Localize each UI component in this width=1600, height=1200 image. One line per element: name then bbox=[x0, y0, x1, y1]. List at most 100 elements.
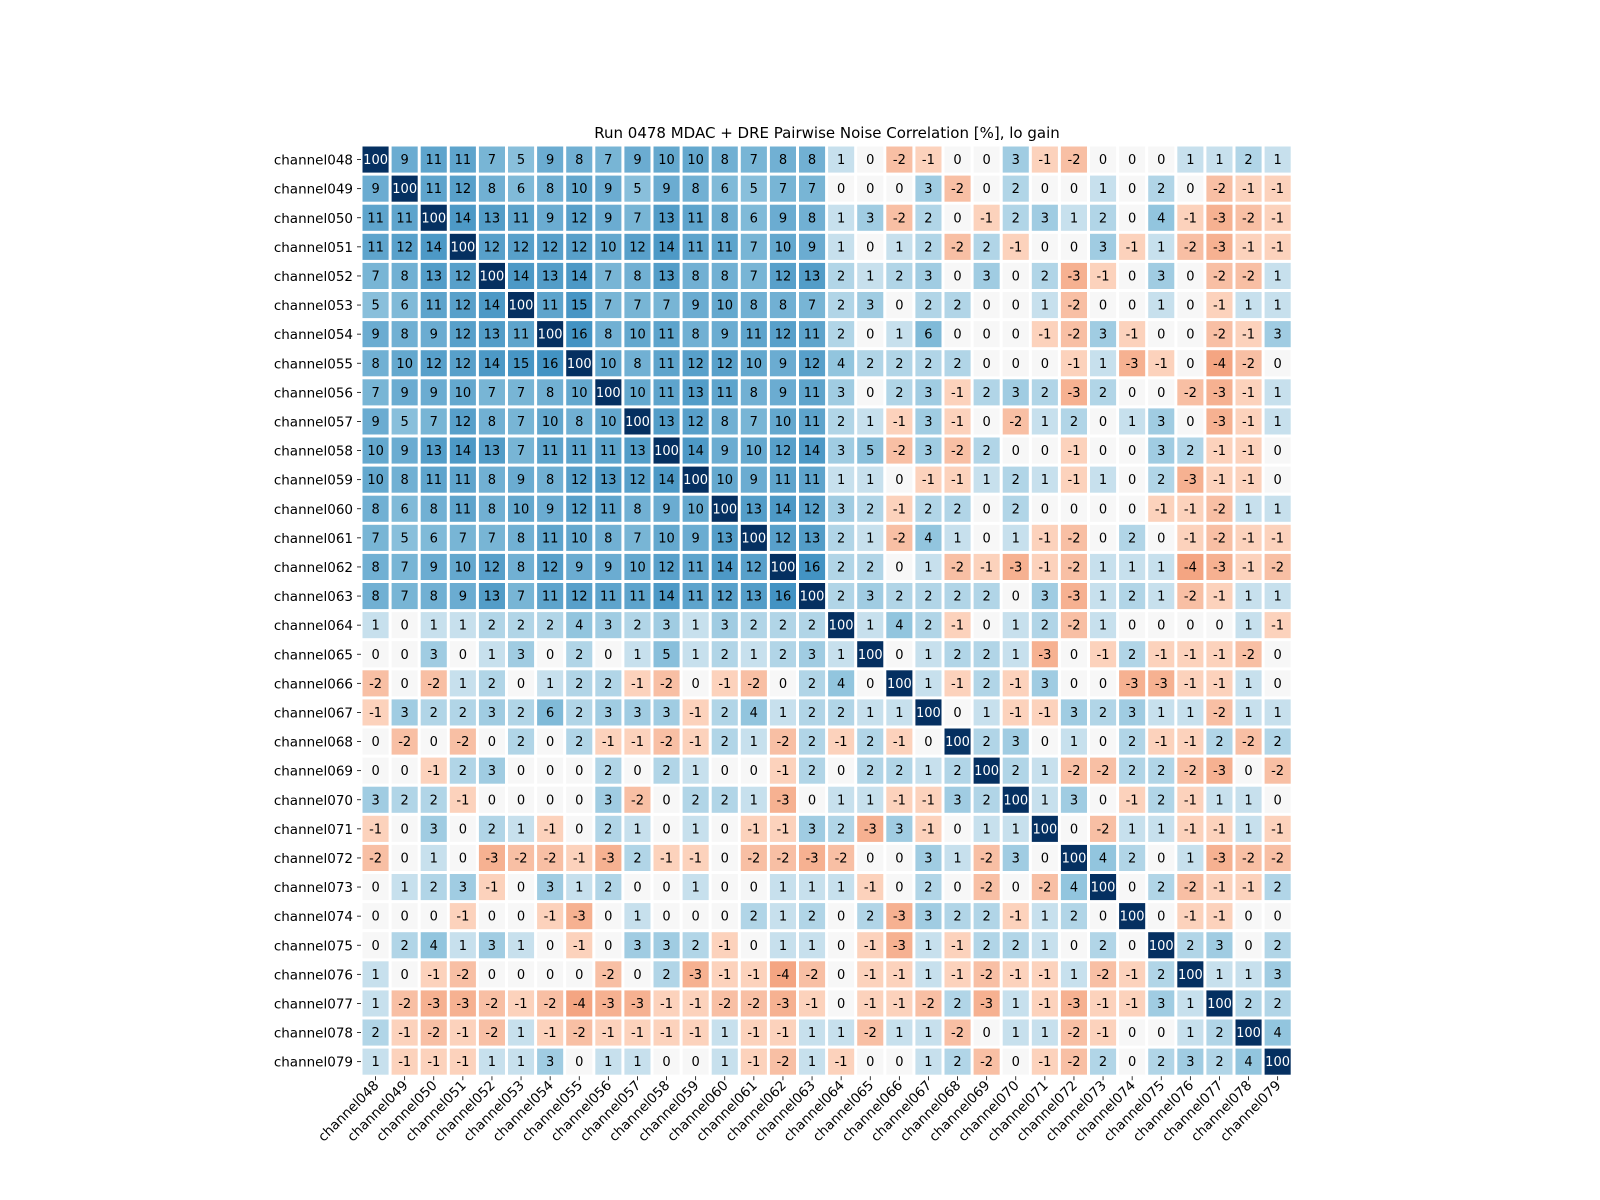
cell-value-label: 1 bbox=[721, 1055, 729, 1070]
heatmap-cell bbox=[508, 844, 535, 871]
cell-value-label: 13 bbox=[687, 386, 704, 401]
cell-value-label: 15 bbox=[513, 357, 530, 372]
heatmap-cell bbox=[799, 495, 826, 522]
heatmap-cell bbox=[537, 262, 564, 289]
heatmap-cell bbox=[944, 1019, 971, 1046]
cell-value-label: 1 bbox=[1157, 299, 1165, 314]
cell-value-label: 2 bbox=[1012, 764, 1020, 779]
cell-value-label: -1 bbox=[1242, 531, 1255, 546]
cell-value-label: -1 bbox=[864, 997, 877, 1012]
cell-value-label: 100 bbox=[858, 648, 883, 663]
heatmap-cell bbox=[653, 1048, 680, 1075]
heatmap-cell bbox=[449, 583, 476, 610]
heatmap-cell bbox=[362, 466, 389, 493]
cell-value-label: 10 bbox=[367, 444, 384, 459]
cell-value-label: 2 bbox=[721, 706, 729, 721]
heatmap-cell bbox=[362, 350, 389, 377]
heatmap-cell bbox=[1264, 495, 1291, 522]
cell-value-label: -1 bbox=[864, 881, 877, 896]
heatmap-cell bbox=[624, 175, 651, 202]
cell-value-label: 1 bbox=[1012, 822, 1020, 837]
heatmap-cell bbox=[508, 321, 535, 348]
heatmap-cell bbox=[1060, 1019, 1087, 1046]
heatmap-cell bbox=[1119, 670, 1146, 697]
cell-value-label: 2 bbox=[1128, 531, 1136, 546]
cell-value-label: 0 bbox=[401, 968, 409, 983]
heatmap-cell bbox=[1264, 553, 1291, 580]
heatmap-cell bbox=[1148, 233, 1175, 260]
cell-value-label: 0 bbox=[721, 764, 729, 779]
heatmap-cell bbox=[1060, 874, 1087, 901]
heatmap-cell bbox=[595, 932, 622, 959]
cell-value-label: -1 bbox=[1184, 910, 1197, 925]
heatmap-cell bbox=[624, 292, 651, 319]
cell-value-label: 2 bbox=[1157, 1055, 1165, 1070]
cell-value-label: 5 bbox=[866, 444, 874, 459]
cell-value-label: 9 bbox=[459, 590, 467, 605]
heatmap-cell bbox=[1060, 1048, 1087, 1075]
cell-value-label: 0 bbox=[430, 910, 438, 925]
heatmap-cell bbox=[537, 292, 564, 319]
heatmap-cell bbox=[1235, 379, 1262, 406]
heatmap-cell bbox=[1235, 612, 1262, 639]
heatmap-cell bbox=[449, 437, 476, 464]
heatmap-cell bbox=[653, 146, 680, 173]
heatmap-cell bbox=[624, 437, 651, 464]
cell-value-label: 1 bbox=[1244, 968, 1252, 983]
heatmap-cell bbox=[478, 961, 505, 988]
cell-value-label: 2 bbox=[779, 648, 787, 663]
cell-value-label: 1 bbox=[953, 852, 961, 867]
heatmap-cell bbox=[420, 553, 447, 580]
cell-value-label: 2 bbox=[1128, 735, 1136, 750]
heatmap-cell bbox=[682, 262, 709, 289]
cell-value-label: -3 bbox=[806, 852, 819, 867]
cell-value-label: 2 bbox=[721, 735, 729, 750]
cell-value-label: 1 bbox=[633, 822, 641, 837]
cell-value-label: 0 bbox=[895, 182, 903, 197]
heatmap-cell bbox=[653, 262, 680, 289]
cell-value-label: -1 bbox=[689, 735, 702, 750]
heatmap-cell bbox=[595, 175, 622, 202]
heatmap-cell bbox=[1264, 146, 1291, 173]
cell-value-label: -3 bbox=[1213, 764, 1226, 779]
heatmap-cell bbox=[566, 408, 593, 435]
cell-value-label: 0 bbox=[750, 764, 758, 779]
heatmap-cell bbox=[508, 583, 535, 610]
y-tick-label: channel050 bbox=[274, 211, 353, 227]
heatmap-cell bbox=[740, 641, 767, 668]
cell-value-label: -3 bbox=[1068, 590, 1081, 605]
cell-value-label: -1 bbox=[1213, 881, 1226, 896]
y-axis-labels: channel048channel049channel050channel051… bbox=[274, 153, 353, 1071]
cell-value-label: 2 bbox=[1186, 444, 1194, 459]
cell-value-label: -2 bbox=[1068, 328, 1081, 343]
cell-value-label: -1 bbox=[1155, 735, 1168, 750]
cell-value-label: 1 bbox=[750, 648, 758, 663]
heatmap-cell bbox=[915, 612, 942, 639]
heatmap-cell bbox=[1060, 437, 1087, 464]
heatmap-cell bbox=[391, 932, 418, 959]
cell-value-label: 0 bbox=[1099, 153, 1107, 168]
heatmap-cell bbox=[1002, 612, 1029, 639]
cell-value-label: 0 bbox=[982, 182, 990, 197]
heatmap-cell bbox=[595, 321, 622, 348]
cell-value-label: 1 bbox=[1012, 648, 1020, 663]
cell-value-label: 11 bbox=[513, 211, 530, 226]
cell-value-label: 4 bbox=[837, 677, 845, 692]
heatmap-cell bbox=[1148, 670, 1175, 697]
cell-value-label: -1 bbox=[1097, 648, 1110, 663]
cell-value-label: -2 bbox=[980, 1055, 993, 1070]
cell-value-label: 10 bbox=[600, 357, 617, 372]
heatmap-cell bbox=[711, 641, 738, 668]
cell-value-label: -1 bbox=[1097, 1026, 1110, 1041]
cell-value-label: 7 bbox=[750, 153, 758, 168]
cell-value-label: -1 bbox=[835, 1055, 848, 1070]
cell-value-label: -2 bbox=[893, 153, 906, 168]
cell-value-label: 1 bbox=[604, 1055, 612, 1070]
cell-value-label: -1 bbox=[1184, 677, 1197, 692]
heatmap-cell bbox=[1119, 612, 1146, 639]
cell-value-label: 0 bbox=[1186, 269, 1194, 284]
heatmap-cell bbox=[1060, 292, 1087, 319]
cell-value-label: 1 bbox=[1186, 997, 1194, 1012]
heatmap-cell bbox=[1206, 175, 1233, 202]
cell-value-label: -1 bbox=[1155, 648, 1168, 663]
